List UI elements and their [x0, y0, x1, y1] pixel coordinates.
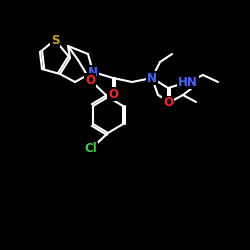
Text: O: O [163, 96, 173, 110]
Text: N: N [147, 72, 157, 85]
Text: HN: HN [178, 76, 198, 88]
Text: O: O [85, 74, 95, 86]
Text: N: N [88, 66, 98, 78]
Text: O: O [108, 88, 118, 101]
Text: S: S [51, 34, 59, 46]
Text: Cl: Cl [84, 142, 98, 156]
